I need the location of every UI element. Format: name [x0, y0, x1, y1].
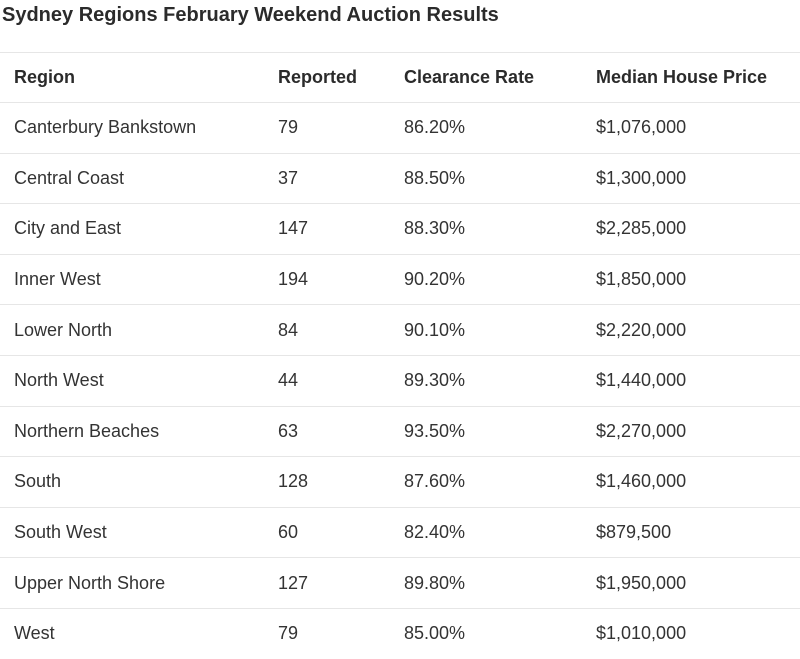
cell-region: Upper North Shore — [0, 558, 265, 609]
cell-reported: 84 — [265, 305, 391, 356]
cell-reported: 127 — [265, 558, 391, 609]
cell-clearance-rate: 82.40% — [391, 507, 583, 558]
cell-median-house-price: $2,220,000 — [583, 305, 800, 356]
cell-region: South West — [0, 507, 265, 558]
cell-clearance-rate: 90.10% — [391, 305, 583, 356]
cell-median-house-price: $1,850,000 — [583, 254, 800, 305]
cell-median-house-price: $2,285,000 — [583, 204, 800, 255]
header-reported: Reported — [265, 53, 391, 103]
cell-clearance-rate: 87.60% — [391, 457, 583, 508]
table-row: South West 60 82.40% $879,500 — [0, 507, 800, 558]
cell-region: Central Coast — [0, 153, 265, 204]
cell-clearance-rate: 93.50% — [391, 406, 583, 457]
cell-reported: 79 — [265, 103, 391, 154]
cell-reported: 60 — [265, 507, 391, 558]
cell-clearance-rate: 88.50% — [391, 153, 583, 204]
cell-clearance-rate: 88.30% — [391, 204, 583, 255]
cell-region: Northern Beaches — [0, 406, 265, 457]
table-row: Upper North Shore 127 89.80% $1,950,000 — [0, 558, 800, 609]
table-row: Lower North 84 90.10% $2,220,000 — [0, 305, 800, 356]
cell-median-house-price: $1,950,000 — [583, 558, 800, 609]
table-row: City and East 147 88.30% $2,285,000 — [0, 204, 800, 255]
table-row: North West 44 89.30% $1,440,000 — [0, 355, 800, 406]
table-row: Canterbury Bankstown 79 86.20% $1,076,00… — [0, 103, 800, 154]
cell-region: Canterbury Bankstown — [0, 103, 265, 154]
cell-clearance-rate: 90.20% — [391, 254, 583, 305]
cell-median-house-price: $1,076,000 — [583, 103, 800, 154]
header-median-house-price: Median House Price — [583, 53, 800, 103]
header-region: Region — [0, 53, 265, 103]
cell-median-house-price: $1,010,000 — [583, 608, 800, 659]
cell-region: Lower North — [0, 305, 265, 356]
cell-median-house-price: $1,440,000 — [583, 355, 800, 406]
cell-reported: 147 — [265, 204, 391, 255]
cell-reported: 79 — [265, 608, 391, 659]
cell-median-house-price: $879,500 — [583, 507, 800, 558]
table-row: West 79 85.00% $1,010,000 — [0, 608, 800, 659]
cell-clearance-rate: 86.20% — [391, 103, 583, 154]
cell-median-house-price: $1,460,000 — [583, 457, 800, 508]
cell-reported: 63 — [265, 406, 391, 457]
cell-clearance-rate: 89.30% — [391, 355, 583, 406]
cell-clearance-rate: 89.80% — [391, 558, 583, 609]
cell-region: City and East — [0, 204, 265, 255]
auction-results-table: Region Reported Clearance Rate Median Ho… — [0, 52, 800, 659]
table-body: Canterbury Bankstown 79 86.20% $1,076,00… — [0, 103, 800, 659]
table-row: Northern Beaches 63 93.50% $2,270,000 — [0, 406, 800, 457]
header-clearance-rate: Clearance Rate — [391, 53, 583, 103]
cell-region: Inner West — [0, 254, 265, 305]
table-row: Central Coast 37 88.50% $1,300,000 — [0, 153, 800, 204]
table-row: South 128 87.60% $1,460,000 — [0, 457, 800, 508]
table-header: Region Reported Clearance Rate Median Ho… — [0, 53, 800, 103]
cell-region: West — [0, 608, 265, 659]
cell-median-house-price: $1,300,000 — [583, 153, 800, 204]
cell-region: North West — [0, 355, 265, 406]
table-header-row: Region Reported Clearance Rate Median Ho… — [0, 53, 800, 103]
table-row: Inner West 194 90.20% $1,850,000 — [0, 254, 800, 305]
cell-reported: 37 — [265, 153, 391, 204]
cell-reported: 128 — [265, 457, 391, 508]
cell-reported: 44 — [265, 355, 391, 406]
cell-clearance-rate: 85.00% — [391, 608, 583, 659]
cell-reported: 194 — [265, 254, 391, 305]
cell-median-house-price: $2,270,000 — [583, 406, 800, 457]
cell-region: South — [0, 457, 265, 508]
page-title: Sydney Regions February Weekend Auction … — [2, 4, 499, 27]
